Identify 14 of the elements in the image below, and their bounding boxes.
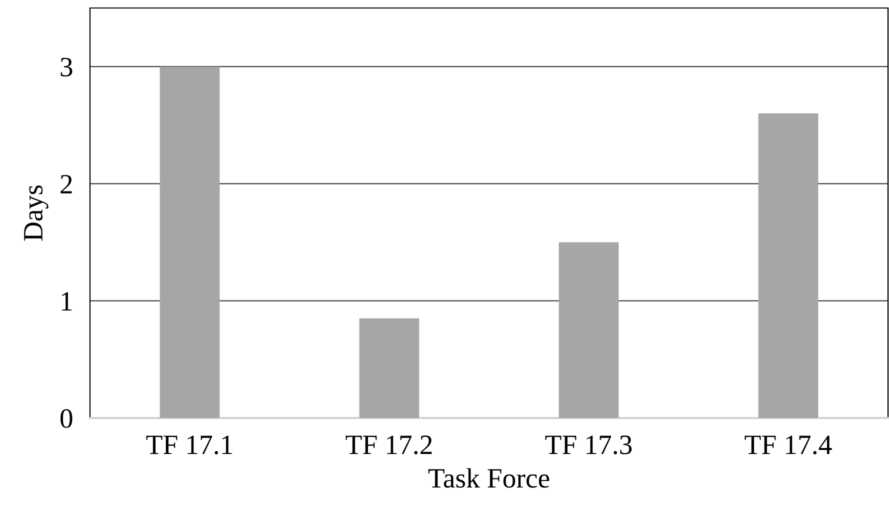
bar xyxy=(758,113,818,418)
y-tick-label: 1 xyxy=(62,292,72,310)
x-tick-label: TF 17.2 xyxy=(346,436,432,454)
x-tick-label: TF 17.3 xyxy=(545,436,632,454)
y-axis-title: Days xyxy=(24,185,48,241)
y-tick-label: 2 xyxy=(60,174,72,194)
bar xyxy=(359,318,420,418)
y-tick-label: 0 xyxy=(60,409,72,428)
bar xyxy=(558,242,619,418)
bar xyxy=(160,66,220,418)
x-tick-label: TF 17.4 xyxy=(744,436,832,454)
y-tick-label: 3 xyxy=(60,58,72,76)
x-axis-title: Task Force xyxy=(428,468,550,488)
x-tick-label: TF 17.1 xyxy=(146,436,232,454)
